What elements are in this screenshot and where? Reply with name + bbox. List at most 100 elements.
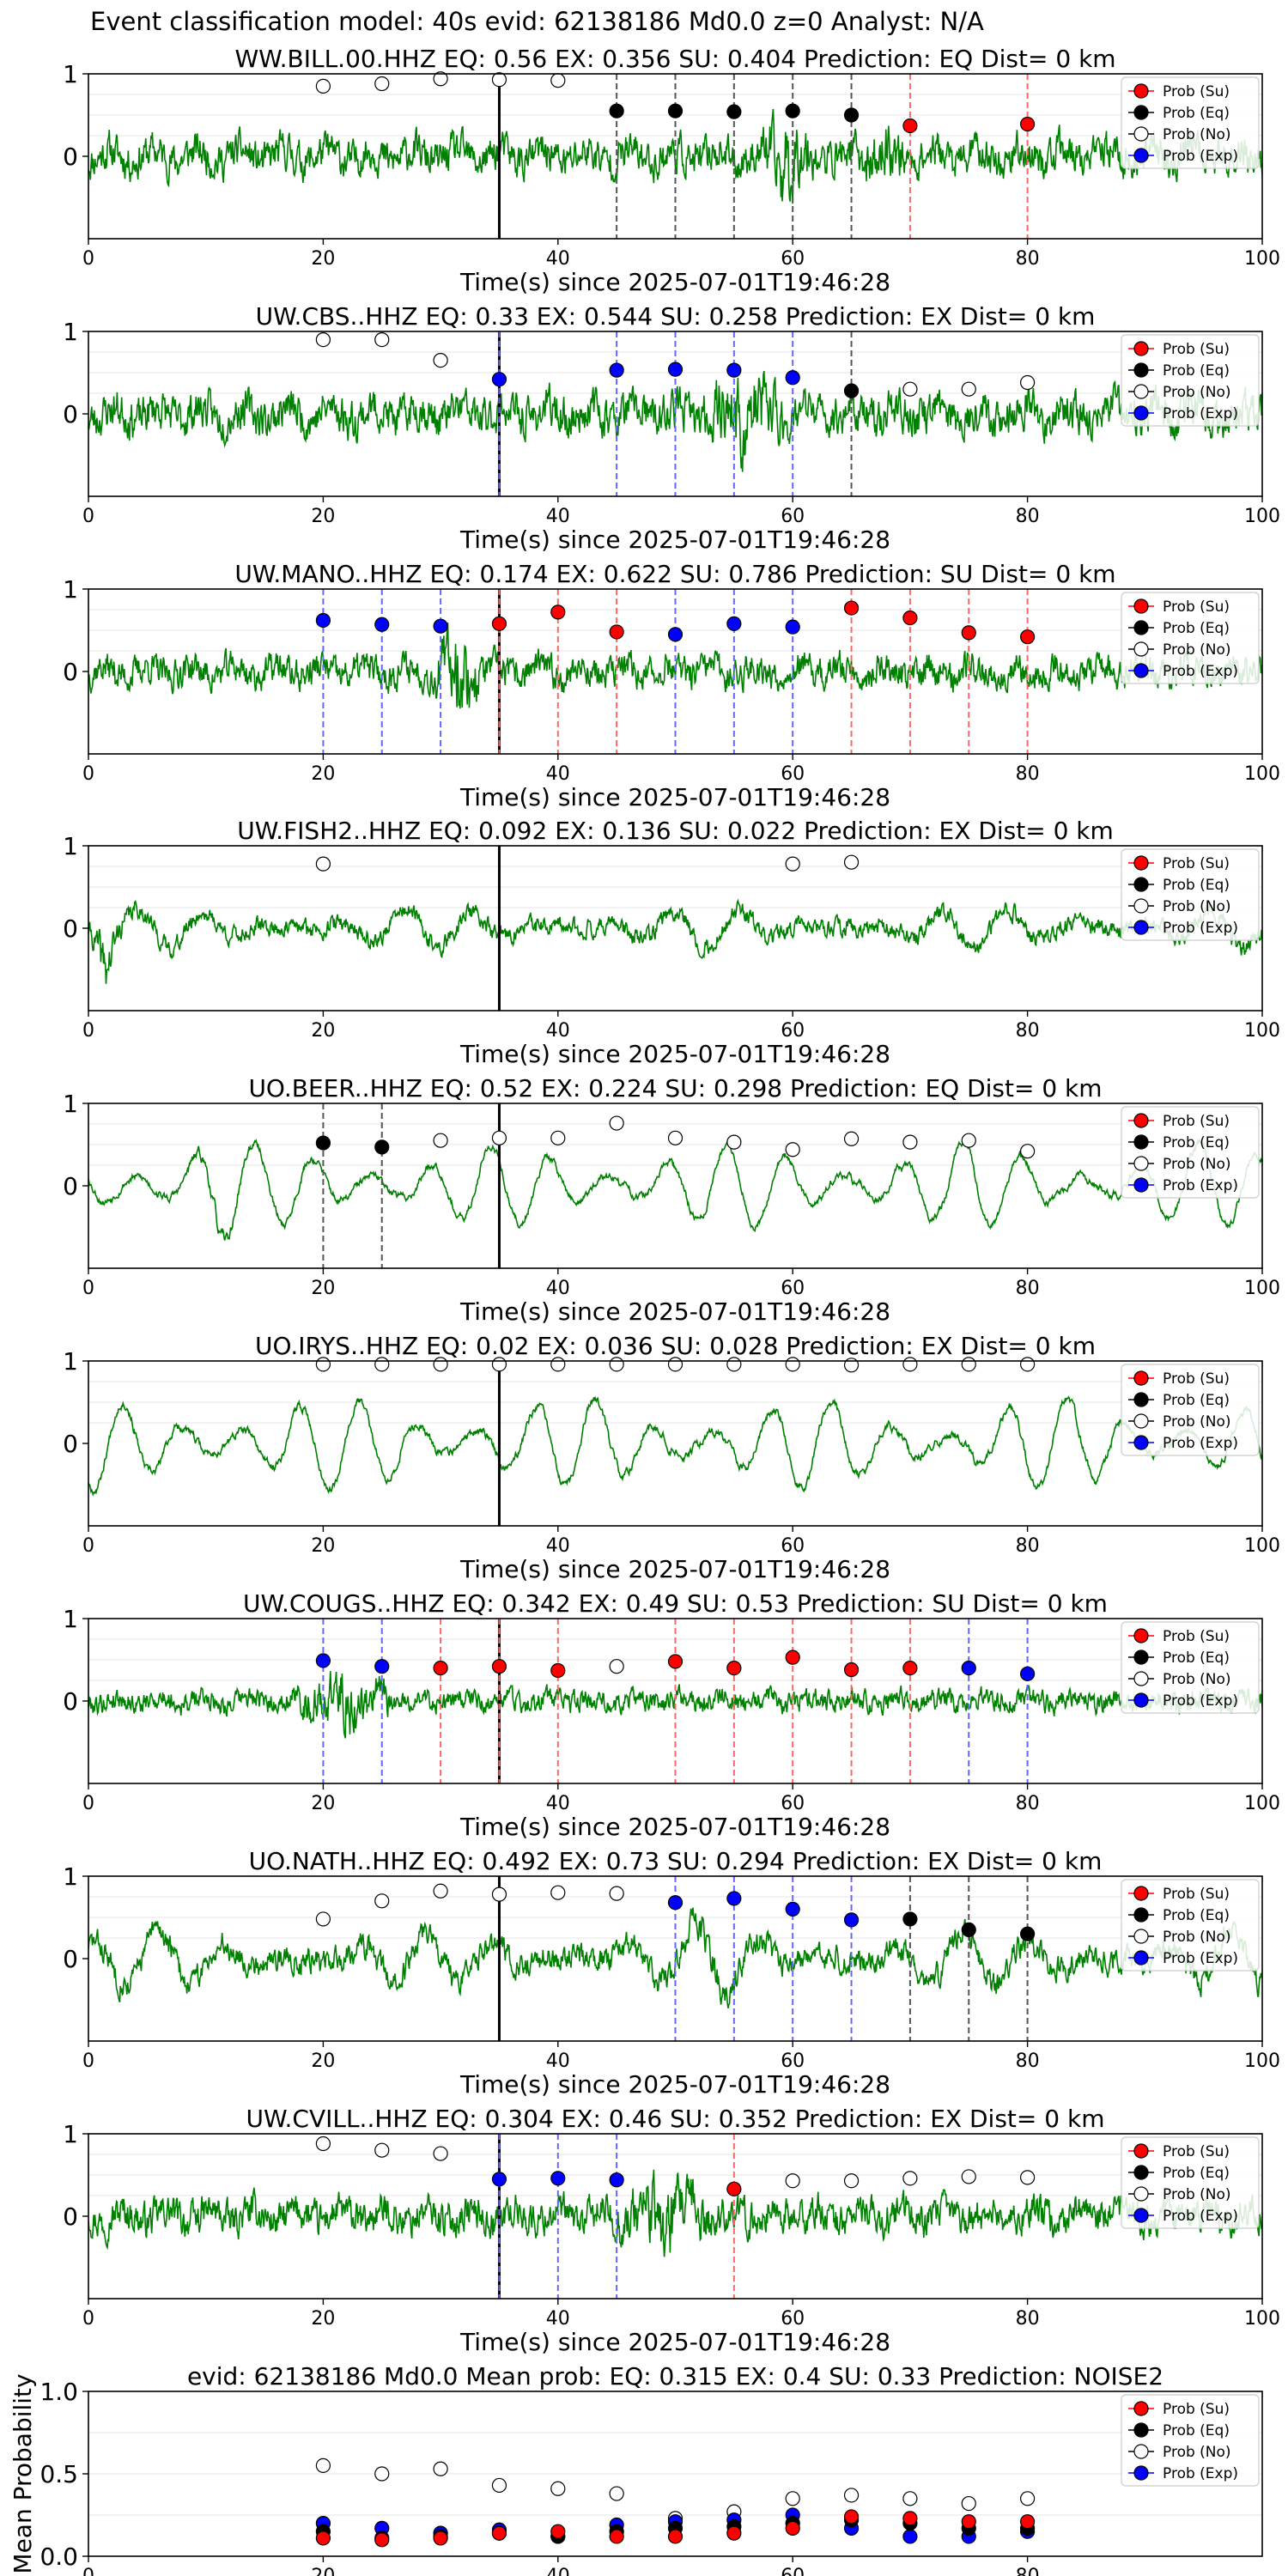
legend-box: [1121, 1621, 1260, 1714]
legend-box: [1121, 592, 1260, 684]
legend-entry: Prob (Exp): [1163, 920, 1238, 937]
legend: Prob (Su) Prob (Eq) Prob (No) Prob (Exp): [1121, 848, 1260, 941]
legend-entry: Prob (No): [1163, 1671, 1231, 1688]
panel-3: UW.MANO..HHZ EQ: 0.174 EX: 0.622 SU: 0.7…: [63, 560, 1280, 811]
x-tick-label: 60: [781, 1535, 805, 1557]
axes-frame: [88, 1103, 1263, 1269]
prob-point-su: [491, 1659, 507, 1674]
prob-point-su: [1019, 2514, 1036, 2530]
x-tick-label: 0: [82, 1535, 94, 1557]
legend-marker-no: [1133, 1929, 1149, 1944]
waveform-trace: [88, 1395, 1262, 1497]
legend-box: [1121, 334, 1260, 427]
prob-point-exp: [843, 1912, 860, 1928]
x-tick-label: 0: [82, 1020, 94, 1042]
prob-point-no: [961, 1133, 976, 1148]
panel-title: WW.BILL.00.HHZ EQ: 0.56 EX: 0.356 SU: 0.…: [234, 45, 1115, 73]
prob-point-eq: [961, 1922, 976, 1937]
x-tick-label: 0: [82, 506, 94, 527]
legend-box: [1121, 1106, 1260, 1199]
prob-point-su: [726, 2525, 742, 2541]
prob-point-exp: [726, 362, 742, 378]
prob-point-su: [550, 1662, 566, 1679]
panel-4: UW.FISH2..HHZ EQ: 0.092 EX: 0.136 SU: 0.…: [63, 817, 1280, 1068]
x-axis-label: Time(s) since 2025-07-01T19:46:28: [459, 2070, 890, 2099]
prob-point-su: [374, 2532, 390, 2548]
y-tick-label: 0: [63, 2202, 78, 2231]
waveform-trace: [88, 1138, 1262, 1241]
x-tick-label: 100: [1244, 2050, 1280, 2072]
x-tick-label: 40: [546, 2308, 570, 2330]
prob-point-no: [491, 72, 507, 88]
x-axis-label: Time(s) since 2025-07-01T19:46:28: [459, 1297, 890, 1326]
prob-point-eq: [667, 103, 683, 118]
legend-marker-exp: [1133, 1950, 1149, 1965]
x-tick-label: 0: [82, 1793, 94, 1814]
y-tick-label: 0: [63, 1430, 78, 1458]
prob-point-no: [315, 2458, 331, 2473]
x-tick-label: 20: [311, 2566, 335, 2576]
y-tick-label: 0: [63, 1687, 78, 1716]
prob-point-su: [843, 600, 860, 616]
panel-title: UO.IRYS..HHZ EQ: 0.02 EX: 0.036 SU: 0.02…: [255, 1332, 1096, 1360]
legend-marker-no: [1133, 1671, 1149, 1686]
prob-point-exp: [550, 2171, 566, 2186]
prob-point-su: [433, 1660, 448, 1676]
y-tick-label: 1: [63, 2120, 78, 2148]
prob-point-no: [609, 2486, 624, 2501]
legend-entry: Prob (No): [1163, 1156, 1231, 1173]
prob-point-exp: [609, 362, 624, 378]
legend-entry: Prob (Exp): [1163, 2465, 1238, 2482]
prob-point-no: [374, 2142, 390, 2158]
prob-point-exp: [374, 617, 390, 632]
y-tick-label: 0: [63, 658, 78, 686]
panel-8: UO.NATH..HHZ EQ: 0.492 EX: 0.73 SU: 0.29…: [63, 1847, 1280, 2099]
legend-entry: Prob (Su): [1163, 2143, 1230, 2160]
prob-point-no: [491, 2477, 507, 2494]
prob-point-su: [491, 2525, 507, 2541]
panel-title: UW.CBS..HHZ EQ: 0.33 EX: 0.544 SU: 0.258…: [256, 302, 1096, 331]
x-tick-label: 80: [1016, 1020, 1040, 1042]
prob-point-exp: [667, 1895, 683, 1911]
prob-point-no: [374, 76, 390, 92]
prob-point-eq: [843, 383, 860, 398]
prob-point-no: [902, 2171, 918, 2186]
legend-marker-no: [1133, 641, 1149, 657]
x-axis-label: Time(s) since 2025-07-01T19:46:28: [459, 2328, 890, 2356]
x-tick-label: 80: [1016, 1278, 1040, 1299]
x-tick-label: 80: [1016, 2308, 1040, 2330]
waveform-trace: [88, 898, 1262, 984]
legend-entry: Prob (Eq): [1163, 1392, 1230, 1409]
legend-marker-eq: [1133, 2422, 1149, 2438]
prob-point-eq: [1019, 1926, 1036, 1941]
x-tick-label: 100: [1244, 2308, 1280, 2330]
y-tick-label: 1: [63, 1347, 78, 1376]
legend-marker-eq: [1133, 1392, 1149, 1407]
y-tick-label: 0.5: [39, 2460, 78, 2488]
x-tick-label: 20: [311, 1278, 335, 1299]
x-tick-label: 60: [781, 2050, 805, 2072]
prob-point-no: [667, 1357, 683, 1372]
prob-point-eq: [374, 1139, 390, 1155]
x-tick-label: 100: [1244, 506, 1280, 527]
axes-frame: [88, 845, 1263, 1012]
x-tick-label: 80: [1016, 248, 1040, 270]
legend-marker-no: [1133, 1413, 1149, 1429]
y-tick-label: 0: [63, 914, 78, 943]
panel-title: evid: 62138186 Md0.0 Mean prob: EQ: 0.31…: [187, 2362, 1163, 2391]
legend: Prob (Su) Prob (Eq) Prob (No) Prob (Exp): [1121, 334, 1260, 427]
legend-box: [1121, 2136, 1260, 2229]
prob-point-no: [609, 1886, 624, 1901]
x-tick-label: 60: [781, 2308, 805, 2330]
prob-point-no: [609, 1659, 624, 1674]
prob-point-no: [785, 1142, 800, 1157]
legend-marker-su: [1133, 1370, 1149, 1386]
legend-marker-su: [1133, 598, 1149, 614]
x-tick-label: 60: [781, 1793, 805, 1814]
prob-point-no: [433, 1357, 448, 1372]
prob-point-no: [843, 854, 860, 870]
panel-2: UW.CBS..HHZ EQ: 0.33 EX: 0.544 SU: 0.258…: [63, 302, 1280, 554]
prob-point-su: [667, 1654, 683, 1669]
x-tick-label: 40: [546, 1793, 570, 1814]
prob-point-su: [726, 1660, 742, 1676]
